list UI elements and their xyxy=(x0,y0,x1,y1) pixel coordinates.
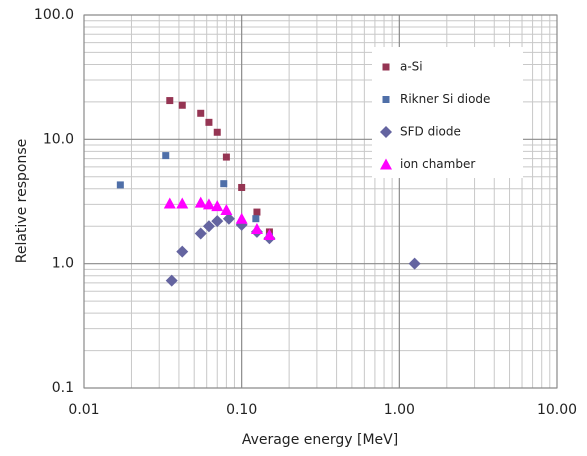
marker xyxy=(166,97,174,105)
marker xyxy=(408,257,421,270)
x-tick-label: 10.00 xyxy=(537,402,577,418)
x-axis-label: Average energy [MeV] xyxy=(242,432,398,448)
x-tick-label: 0.10 xyxy=(226,402,257,418)
marker xyxy=(205,118,213,126)
marker xyxy=(220,204,233,216)
marker xyxy=(163,197,176,209)
marker xyxy=(178,101,186,109)
marker xyxy=(222,153,230,161)
x-tick-label: 0.01 xyxy=(68,402,99,418)
marker xyxy=(238,183,246,191)
legend-label: ion chamber xyxy=(400,157,475,171)
legend: a-Si Rikner Si diode SFD diode ion chamber xyxy=(372,47,523,178)
y-axis-label: Relative response xyxy=(14,139,30,264)
marker xyxy=(380,158,392,170)
marker xyxy=(263,229,276,241)
marker xyxy=(162,152,170,160)
marker xyxy=(252,215,260,223)
grid xyxy=(83,14,558,389)
legend-label: a-Si xyxy=(400,60,423,74)
marker xyxy=(250,223,263,235)
marker xyxy=(176,197,189,209)
marker xyxy=(211,200,224,212)
marker xyxy=(235,212,248,224)
marker xyxy=(165,274,178,287)
marker xyxy=(382,63,390,71)
marker xyxy=(197,109,205,117)
marker xyxy=(202,220,215,233)
legend-label: Rikner Si diode xyxy=(400,92,490,106)
marker xyxy=(382,96,390,103)
x-tick-label: 1.00 xyxy=(384,402,415,418)
marker xyxy=(213,128,221,136)
y-tick-label: 100.0 xyxy=(34,7,74,23)
marker xyxy=(116,181,124,189)
marker xyxy=(194,196,207,208)
y-tick-label: 0.1 xyxy=(52,380,74,396)
marker xyxy=(380,126,392,138)
y-tick-label: 1.0 xyxy=(52,256,74,272)
marker xyxy=(211,215,224,228)
legend-label: SFD diode xyxy=(400,125,461,139)
marker xyxy=(176,245,189,258)
marker xyxy=(222,212,235,225)
marker xyxy=(220,180,228,188)
marker xyxy=(253,208,261,216)
y-tick-label: 10.0 xyxy=(43,131,74,147)
marker xyxy=(194,227,207,240)
legend-box xyxy=(372,47,523,178)
marker xyxy=(202,198,215,210)
